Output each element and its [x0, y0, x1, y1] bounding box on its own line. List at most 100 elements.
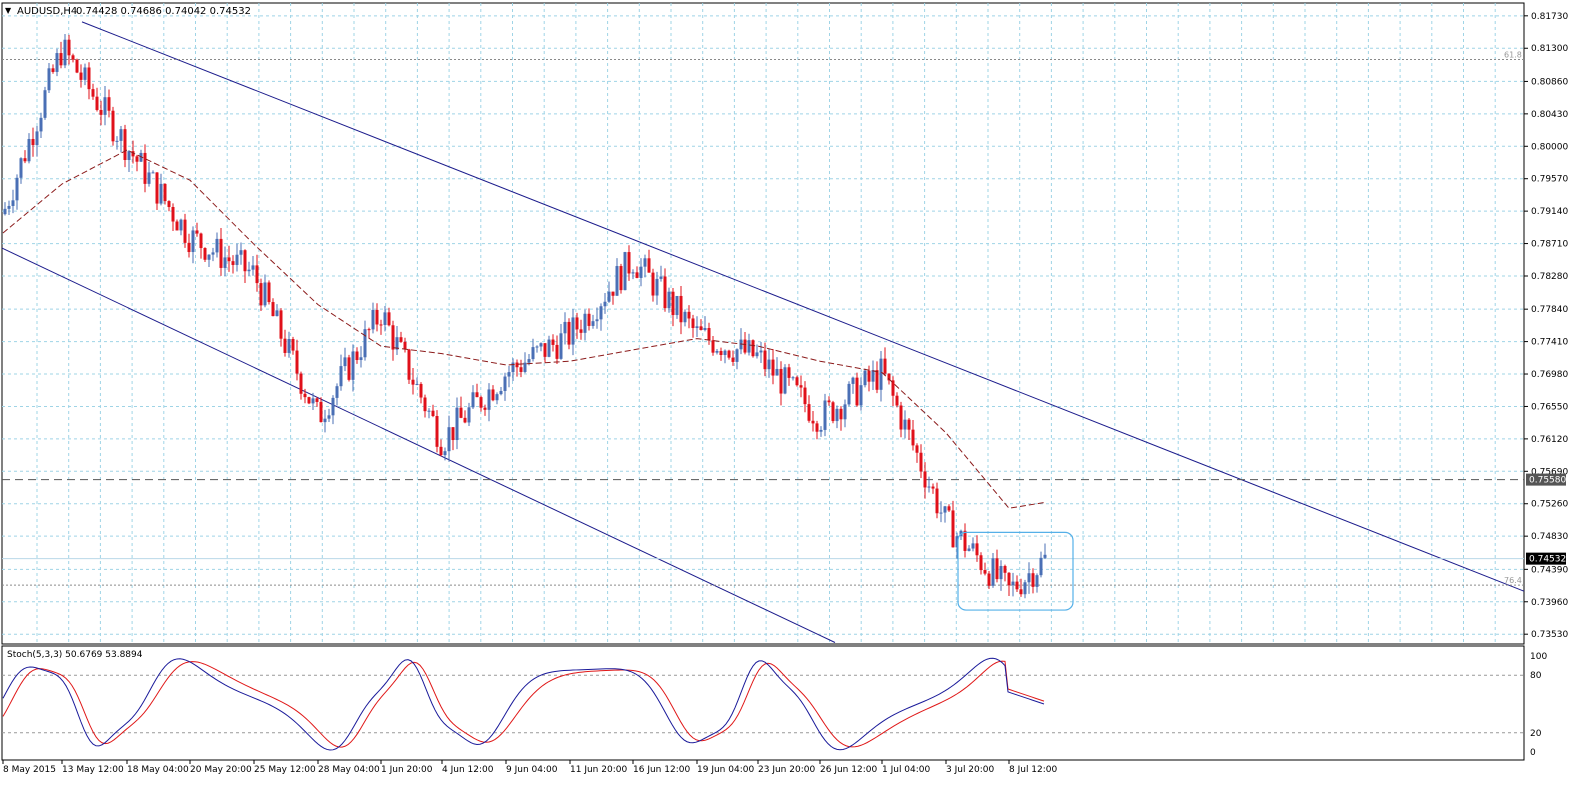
- candle-body: [411, 379, 415, 385]
- stoch-signal-line: [2, 660, 1045, 748]
- consolidation-box[interactable]: [957, 531, 1074, 611]
- candle-body: [347, 357, 351, 380]
- candle-body: [407, 349, 411, 380]
- candle-body: [55, 53, 59, 72]
- candle-body: [127, 151, 131, 160]
- candle-body: [711, 340, 715, 353]
- candle-body: [655, 278, 659, 296]
- stoch-axis: 100 80 20 0: [1530, 652, 1547, 758]
- candle-body: [575, 317, 579, 330]
- time-tick-label: 8 May 2015: [3, 765, 56, 775]
- candle-body: [979, 555, 983, 571]
- candle-body: [895, 395, 899, 406]
- candle-body: [247, 269, 251, 272]
- candle-body: [387, 312, 391, 326]
- candle-body: [523, 362, 527, 372]
- candle-body: [419, 383, 423, 398]
- candle-body: [651, 272, 655, 296]
- candle-body: [907, 419, 911, 430]
- candle-body: [583, 313, 587, 333]
- price-tick-label: 0.81300: [1531, 44, 1568, 54]
- time-tick-label: 11 Jun 20:00: [570, 765, 627, 775]
- candle-body: [495, 394, 499, 401]
- trend-channel[interactable]: [1, 21, 1525, 643]
- candle-body: [887, 373, 891, 381]
- candle-body: [627, 252, 631, 274]
- candle-body: [503, 376, 507, 391]
- candle-body: [607, 291, 611, 302]
- time-tick-label: 23 Jun 20:00: [758, 765, 815, 775]
- candle-body: [391, 325, 395, 350]
- time-tick-label: 8 Jul 12:00: [1009, 765, 1058, 775]
- price-axis[interactable]: 0.81730 0.81300 0.80860 0.80430 0.80000 0.795…: [1524, 12, 1568, 640]
- candle-body: [59, 53, 63, 66]
- candle-body: [27, 138, 31, 162]
- candle-body: [319, 401, 323, 423]
- candle-body: [151, 172, 155, 174]
- stoch-main-line: [2, 657, 1045, 751]
- candle-body: [47, 68, 51, 91]
- candle-body: [599, 306, 603, 320]
- candle-body: [103, 97, 107, 115]
- candle-body: [987, 573, 991, 586]
- horizontal-levels[interactable]: 61.8 76.4: [2, 51, 1524, 586]
- candle-body: [1015, 581, 1019, 590]
- candle-body: [615, 266, 619, 296]
- candle-body: [983, 570, 987, 574]
- candle-body: [203, 248, 207, 260]
- time-axis[interactable]: 8 May 2015 13 May 12:00 18 May 04:00 20 May…: [2, 760, 1058, 775]
- candle-body: [943, 506, 947, 513]
- candle-body: [715, 350, 719, 353]
- candle-body: [635, 272, 639, 278]
- candle-body: [271, 302, 275, 317]
- channel-lower-line: [1, 247, 836, 643]
- candle-body: [803, 387, 807, 405]
- candle-body: [671, 291, 675, 316]
- candle-body: [75, 59, 79, 73]
- header-arrow-icon[interactable]: ▼: [5, 6, 12, 15]
- price-tick-label: 0.81730: [1531, 12, 1568, 22]
- candle-body: [963, 530, 967, 551]
- candle-body: [279, 310, 283, 339]
- candle-body: [511, 362, 515, 373]
- main-plot-area[interactable]: [1, 2, 1525, 645]
- candle-body: [483, 407, 487, 410]
- candle-body: [207, 254, 211, 260]
- fib-level-label: 61.8: [1504, 51, 1522, 60]
- candle-body: [1007, 572, 1011, 586]
- candle-body: [395, 337, 399, 350]
- candle-body: [491, 389, 495, 401]
- candle-body: [859, 385, 863, 406]
- candle-body: [755, 352, 759, 357]
- candle-body: [287, 339, 291, 353]
- stoch-plot-area[interactable]: [1, 645, 1525, 761]
- candle-body: [999, 566, 1003, 580]
- candle-body: [727, 350, 731, 358]
- candle-body: [111, 110, 115, 142]
- candle-body: [83, 67, 87, 80]
- candle-body: [851, 377, 855, 384]
- time-tick-label: 28 May 04:00: [318, 765, 380, 775]
- candle-body: [227, 257, 231, 262]
- candle-body: [935, 488, 939, 514]
- candle-body: [399, 337, 403, 342]
- candle-body: [947, 506, 951, 511]
- moving-average: [2, 149, 1047, 509]
- candle-body: [463, 417, 467, 423]
- candle-body: [563, 321, 567, 334]
- candle-body: [323, 418, 327, 423]
- price-tick-label: 0.73530: [1531, 630, 1568, 640]
- candle-body: [799, 385, 803, 388]
- candle-body: [235, 254, 239, 265]
- candle-body: [663, 276, 667, 309]
- candle-body: [35, 131, 39, 146]
- candle-body: [811, 420, 815, 424]
- candle-body: [683, 311, 687, 323]
- time-tick-label: 13 May 12:00: [62, 765, 124, 775]
- price-tick-label: 0.78280: [1531, 272, 1568, 282]
- candle-body: [327, 415, 331, 419]
- candle-body: [787, 367, 791, 378]
- candle-body: [147, 172, 151, 184]
- candle-body: [751, 340, 755, 357]
